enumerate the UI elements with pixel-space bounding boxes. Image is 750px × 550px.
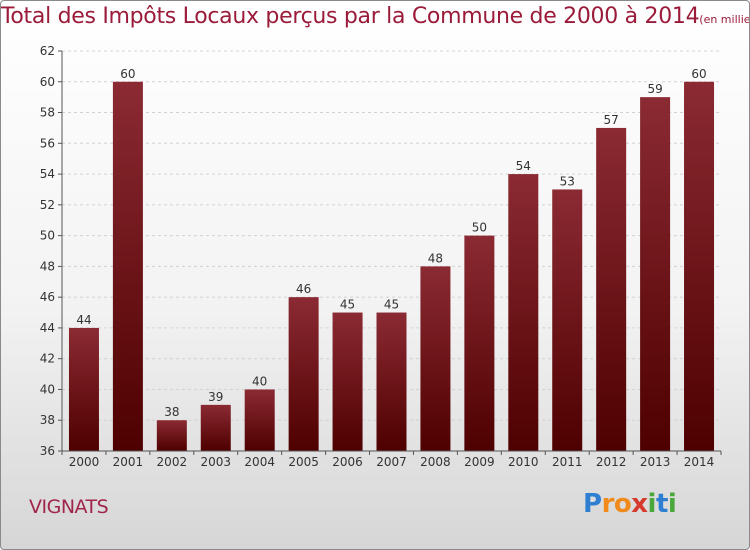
x-tick-label: 2010 [508,455,539,469]
data-label: 57 [604,113,619,127]
data-label: 40 [252,374,267,388]
logo-letter: r [601,489,615,519]
bar [640,97,671,452]
logo-letter: o [613,489,632,519]
commune-name: VIGNATS [29,496,109,518]
bar [332,312,363,451]
x-tick-label: 2005 [288,455,319,469]
x-tick-label: 2013 [640,455,671,469]
bar [156,420,187,451]
bar [376,312,407,451]
bar [596,127,627,451]
x-tick-label: 2002 [157,455,188,469]
y-tick-label: 48 [40,259,55,273]
data-label: 39 [208,390,223,404]
x-tick-label: 2000 [69,455,100,469]
logo-letter: P [583,489,602,519]
bar [552,189,583,451]
x-tick-label: 2004 [244,455,275,469]
data-label: 54 [516,159,531,173]
bar [464,235,495,451]
chart-subtitle: (en milliers d'€) [699,13,750,26]
x-axis-ticks: 2000 2001 2002 2003 2004 2005 2006 2007 2008 2009… [61,451,722,469]
logo-letter: i [667,489,677,519]
y-tick-label: 44 [40,321,55,335]
y-tick-label: 52 [40,198,55,212]
logo-letter: x [631,489,648,519]
data-label: 45 [340,298,355,312]
data-label: 44 [76,313,91,327]
data-label: 59 [647,82,662,96]
y-tick-label: 58 [40,106,55,120]
y-tick-label: 50 [40,229,55,243]
data-labels: 44 60 38 39 40 46 45 45 48 50 54 53 57 59 60 [76,67,706,419]
axes [61,51,721,452]
x-tick-label: 2006 [332,455,363,469]
bar [508,174,539,452]
data-label: 53 [560,174,575,188]
bar [420,266,451,451]
y-tick-label: 38 [40,413,55,427]
proxiti-logo: Proxiti [583,489,677,519]
y-axis-ticks: 36 38 40 42 44 46 48 50 52 54 56 58 60 62 [40,44,62,458]
bar [112,81,143,452]
data-label: 46 [296,282,311,296]
y-tick-label: 60 [40,75,55,89]
data-label: 60 [691,67,706,81]
x-tick-label: 2009 [464,455,495,469]
x-tick-label: 2011 [552,455,583,469]
y-tick-label: 62 [40,44,55,58]
y-tick-label: 46 [40,290,55,304]
bar [244,389,275,451]
chart-title: Total des Impôts Locaux perçus par la Co… [1,4,700,29]
x-tick-label: 2012 [596,455,627,469]
x-tick-label: 2008 [420,455,451,469]
bars [68,81,715,452]
logo-letter: t [655,489,668,519]
bar [684,81,715,452]
x-tick-label: 2014 [684,455,715,469]
chart-title-block: Total des Impôts Locaux perçus par la Co… [1,4,750,29]
data-label: 60 [120,67,135,81]
bar [68,327,99,451]
y-tick-label: 54 [40,167,55,181]
x-tick-label: 2003 [200,455,231,469]
data-label: 50 [472,221,487,235]
y-tick-label: 40 [40,382,55,396]
x-tick-label: 2007 [376,455,407,469]
y-tick-label: 36 [40,444,55,458]
data-label: 38 [164,405,179,419]
x-tick-label: 2001 [113,455,144,469]
data-label: 45 [384,298,399,312]
bar [200,404,231,451]
logo-letter: i [647,489,657,519]
y-tick-label: 56 [40,136,55,150]
bar [288,297,319,451]
y-tick-label: 42 [40,352,55,366]
data-label: 48 [428,251,443,265]
